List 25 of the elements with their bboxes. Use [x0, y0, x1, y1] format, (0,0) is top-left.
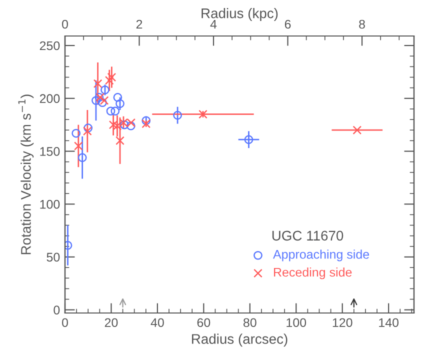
x-tick-label: 140: [379, 318, 399, 328]
x-tick-label: 60: [197, 318, 210, 328]
x-tick-label: 120: [332, 318, 352, 328]
x-tick-label: 40: [150, 318, 164, 328]
y-tick-label: 50: [46, 252, 60, 262]
x-tick-label: 20: [104, 318, 118, 328]
y-axis-title: Rotation Velocity (km s$^{−1}$): [18, 94, 34, 254]
y-tick-label: 200: [40, 94, 60, 104]
x-tick-label: 0: [62, 318, 68, 328]
x2-tick-label: 6: [284, 20, 291, 29]
x2-tick-label: 2: [136, 20, 142, 29]
x-tick-label: 100: [286, 318, 306, 328]
y-tick-label: 100: [40, 200, 60, 209]
y-tick-label: 150: [40, 147, 60, 156]
legend-title: UGC 11670: [272, 230, 344, 241]
legend-label: Receding side: [274, 268, 352, 280]
x2-tick-label: 0: [62, 20, 68, 29]
y-tick-label: 0: [54, 306, 60, 314]
x2-tick-label: 8: [359, 20, 365, 29]
y-tick-label: 250: [40, 41, 60, 50]
x-axis-title: Radius (arcsec): [192, 334, 288, 347]
legend-label: Approaching side: [273, 250, 370, 262]
x2-axis-title: Radius (kpc): [202, 8, 278, 21]
x-tick-label: 80: [243, 318, 256, 328]
x2-tick-label: 4: [210, 20, 217, 29]
